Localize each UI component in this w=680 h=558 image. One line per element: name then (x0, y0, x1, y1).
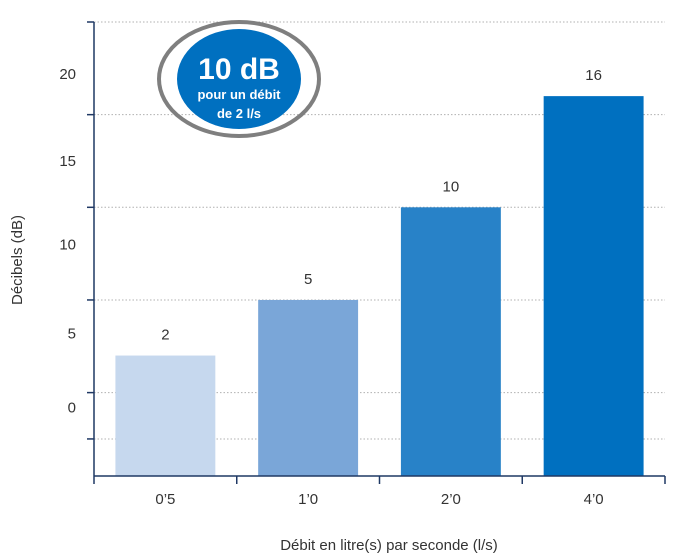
x-tick-label: 1’0 (298, 491, 318, 508)
bar (543, 96, 644, 477)
y-tick-label: 0 (68, 399, 76, 416)
data-label: 2 (161, 327, 169, 344)
x-tick-label: 4’0 (584, 491, 604, 508)
x-tick-label: 2’0 (441, 491, 461, 508)
tick-labels: 0 5 10 15 20 0’5 1’0 2’0 4’0 (59, 66, 603, 508)
data-label: 16 (585, 67, 602, 84)
axes (87, 21, 666, 484)
data-label: 5 (304, 271, 312, 288)
x-axis-title: Débit en litre(s) par seconde (l/s) (280, 537, 498, 554)
bar (258, 299, 359, 476)
badge-line-1: pour un débit (197, 87, 281, 102)
x-tick-label: 0’5 (155, 491, 175, 508)
y-tick-label: 10 (59, 236, 76, 253)
y-tick-label: 20 (59, 66, 76, 83)
data-labels: 2 5 10 16 (161, 67, 602, 343)
y-tick-label: 5 (68, 325, 76, 342)
bar (115, 355, 216, 476)
bar (400, 207, 501, 476)
badge-value: 10 dB (198, 53, 280, 86)
bars (115, 96, 644, 477)
highlight-badge: 10 dB pour un débit de 2 l/s (157, 20, 321, 138)
y-tick-label: 15 (59, 153, 76, 170)
data-label: 10 (443, 178, 460, 195)
badge-ring (157, 20, 321, 138)
badge-line-2: de 2 l/s (217, 106, 261, 121)
y-axis-title: Décibels (dB) (9, 215, 26, 305)
badge-disc (177, 29, 301, 129)
